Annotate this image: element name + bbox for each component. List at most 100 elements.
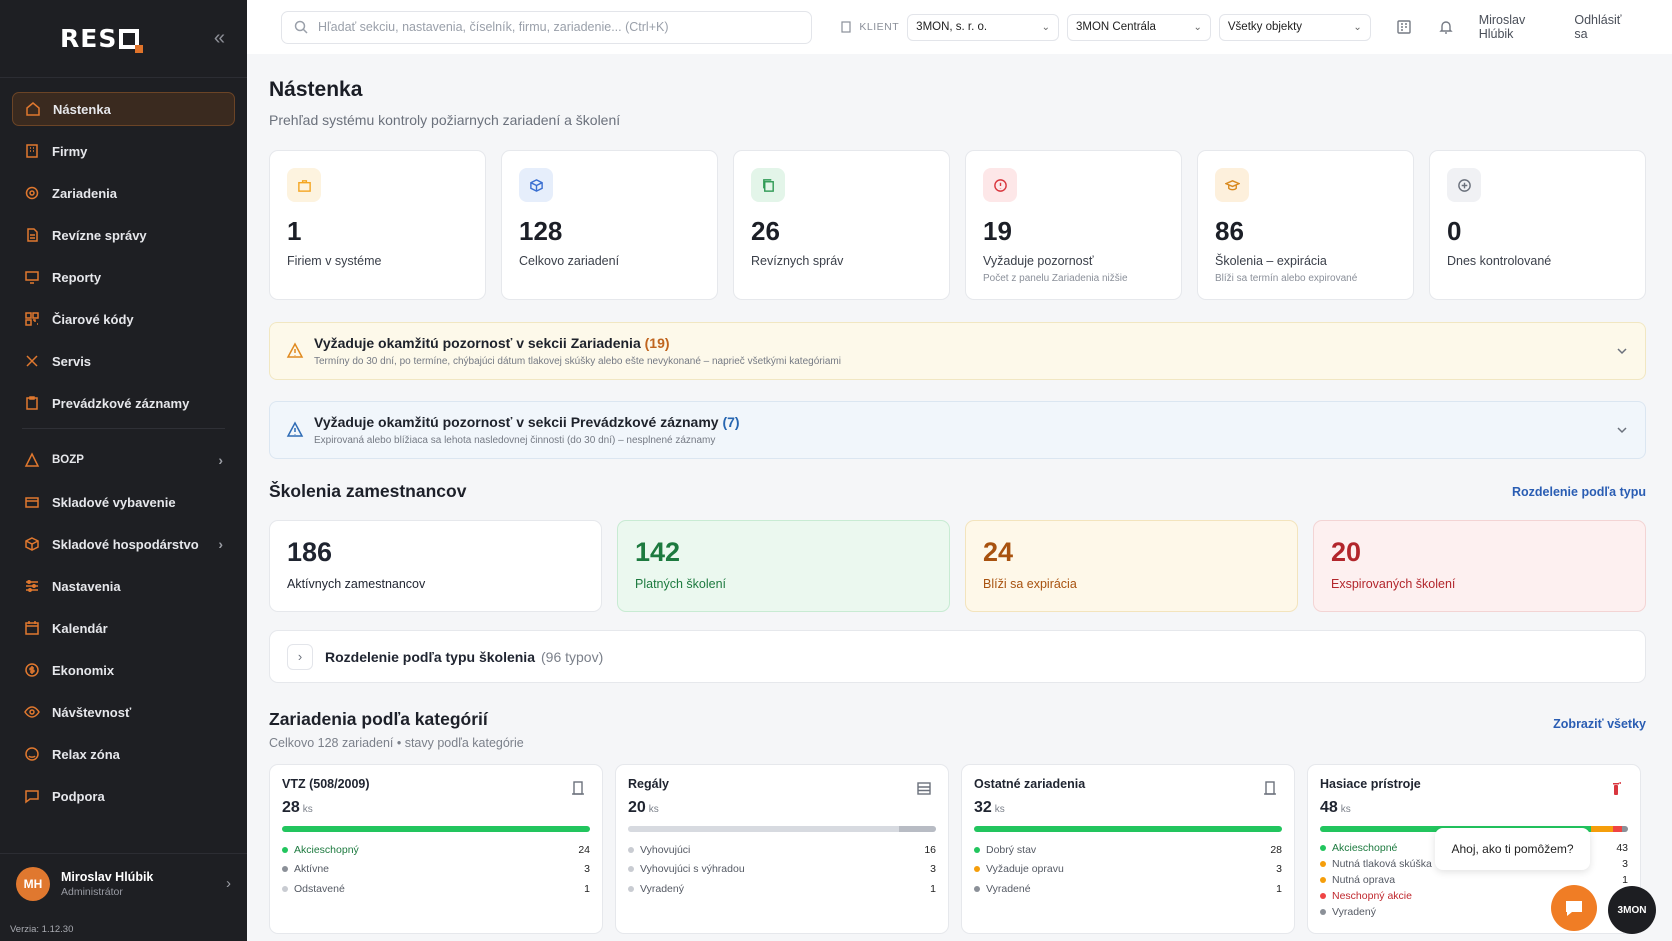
- topbar: Hľadať sekciu, nastavenia, číselník, fir…: [247, 0, 1672, 54]
- door-icon: [572, 781, 584, 795]
- status-dot: [628, 866, 634, 873]
- training-value: 24: [983, 537, 1014, 567]
- category-card-regaly[interactable]: Regály 20 ks Vyhovujúci 16 Vyhovujúci s vý…: [615, 764, 949, 934]
- stat-card-reports[interactable]: 26 Revíznych správ: [733, 150, 950, 300]
- bell-icon[interactable]: [1437, 18, 1455, 36]
- stat-value: 1: [287, 216, 302, 246]
- bar-segment: [1612, 826, 1622, 832]
- stat-card-today[interactable]: 0 Dnes kontrolované: [1429, 150, 1646, 300]
- status-value: 3: [1276, 863, 1282, 876]
- section-subtitle: Celkovo 128 zariadení • stavy podľa kate…: [269, 736, 524, 750]
- shelf-icon: [917, 782, 931, 795]
- training-card-expiring[interactable]: 24 Blíži sa expirácia: [965, 520, 1298, 612]
- chevron-right-icon[interactable]: ›: [287, 643, 313, 670]
- training-type-breakdown[interactable]: › Rozdelenie podľa typu školenia (96 typ…: [269, 630, 1646, 683]
- sidebar-item-label: Skladové hospodárstvo: [52, 536, 199, 552]
- client-select[interactable]: 3MON, s. r. o. ⌄: [907, 13, 1060, 41]
- client-select-value: 3MON, s. r. o.: [916, 21, 988, 33]
- sidebar: RES « Nástenka Firmy Zariadenia Revízne …: [0, 0, 247, 941]
- stats-row: 1 Firiem v systéme 128 Celkovo zariadení…: [269, 150, 1646, 300]
- status-value: 3: [1622, 858, 1628, 870]
- training-card-valid[interactable]: 142 Platných školení: [617, 520, 950, 612]
- training-value: 186: [287, 537, 333, 567]
- category-card-ostatne[interactable]: Ostatné zariadenia 32 ks Dobrý stav 28 Vyž…: [961, 764, 1295, 934]
- chat-greeting-bubble[interactable]: Ahoj, ako ti pomôžem?: [1435, 828, 1590, 870]
- sidebar-item-reporty[interactable]: Reporty: [12, 260, 235, 294]
- sidebar-item-skladove-hospodarstvo[interactable]: Skladové hospodárstvo ›: [12, 527, 235, 561]
- status-value: 3: [930, 863, 936, 876]
- sidebar-item-nastenka[interactable]: Nástenka: [12, 92, 235, 126]
- alert-operational-records[interactable]: Vyžaduje okamžitú pozornosť v sekcii Pre…: [269, 401, 1646, 459]
- alert-count: (7): [722, 414, 740, 430]
- status-value: 1: [1276, 882, 1282, 895]
- category-count: 32: [974, 799, 992, 816]
- sidebar-item-podpora[interactable]: Podpora: [12, 779, 235, 813]
- alert-devices[interactable]: Vyžaduje okamžitú pozornosť v sekcii Zar…: [269, 322, 1646, 380]
- category-card-vtz[interactable]: VTZ (508/2009) 28 ks Akcieschopný 24 Aktív…: [269, 764, 603, 934]
- sidebar-item-ciarove-kody[interactable]: Čiarové kódy: [12, 302, 235, 336]
- nav-divider: [22, 428, 225, 429]
- training-card-expired[interactable]: 20 Exspirovaných školení: [1313, 520, 1646, 612]
- logout-link[interactable]: Odhlásiť sa: [1574, 13, 1622, 41]
- stat-card-trainings[interactable]: 86 Školenia – expirácia Blíži sa termín …: [1197, 150, 1414, 300]
- status-label: Vyradený: [640, 882, 684, 895]
- home-icon: [25, 101, 41, 117]
- sidebar-item-prevadzkove-zaznamy[interactable]: Prevádzkové záznamy: [12, 386, 235, 420]
- sidebar-user[interactable]: MH Miroslav Hlúbik Administrátor ›: [0, 853, 247, 913]
- category-rows: Dobrý stav 28 Vyžaduje opravu 3 Vyradené 1: [974, 840, 1282, 899]
- objects-select[interactable]: Všetky objekty ⌄: [1218, 13, 1371, 41]
- building-icon: [841, 21, 852, 33]
- logo[interactable]: RES: [60, 24, 144, 53]
- dollar-icon: [24, 662, 40, 678]
- sidebar-item-nastavenia[interactable]: Nastavenia: [12, 569, 235, 603]
- sidebar-item-revizne-spravy[interactable]: Revízne správy: [12, 218, 235, 252]
- sidebar-item-zariadenia[interactable]: Zariadenia: [12, 176, 235, 210]
- objects-select-value: Všetky objekty: [1227, 21, 1303, 33]
- sidebar-item-firmy[interactable]: Firmy: [12, 134, 235, 168]
- sidebar-item-ekonomix[interactable]: Ekonomix: [12, 653, 235, 687]
- training-breakdown-link[interactable]: Rozdelenie podľa typu: [1512, 484, 1646, 499]
- building-icon: [24, 143, 40, 159]
- status-label: Nutná tlaková skúška: [1332, 858, 1432, 870]
- search-icon: [294, 20, 308, 34]
- alert-description: Termíny do 30 dní, po termíne, chýbajúci…: [314, 356, 841, 367]
- sidebar-item-skladove-vybavenie[interactable]: Skladové vybavenie: [12, 485, 235, 519]
- status-row: Vyhovujúci 16: [628, 840, 936, 860]
- categories-header: Zariadenia podľa kategórií Celkovo 128 z…: [269, 709, 1646, 750]
- chat-button[interactable]: [1551, 885, 1597, 931]
- chevron-down-icon[interactable]: [1615, 344, 1629, 358]
- search-input[interactable]: Hľadať sekciu, nastavenia, číselník, fir…: [281, 10, 813, 44]
- status-row: Vyradený 1: [628, 879, 936, 899]
- training-card-active[interactable]: 186 Aktívnych zamestnancov: [269, 520, 602, 612]
- show-all-link[interactable]: Zobraziť všetky: [1553, 717, 1646, 731]
- status-label: Vyradené: [986, 882, 1031, 895]
- alert-title: Vyžaduje okamžitú pozornosť v sekcii Zar…: [314, 335, 641, 351]
- warning-icon: [286, 342, 304, 358]
- brand-button[interactable]: 3MON: [1608, 886, 1656, 934]
- sidebar-item-label: Prevádzkové záznamy: [52, 395, 190, 411]
- branch-select[interactable]: 3MON Centrála ⌄: [1067, 13, 1211, 41]
- sidebar-item-bozp[interactable]: BOZP ›: [12, 443, 235, 477]
- sidebar-item-relax-zona[interactable]: Relax zóna: [12, 737, 235, 771]
- bar-segment: [899, 826, 936, 832]
- category-count: 28: [282, 799, 300, 816]
- sidebar-item-navstevnost[interactable]: Návštevnosť: [12, 695, 235, 729]
- sidebar-item-kalendar[interactable]: Kalendár: [12, 611, 235, 645]
- status-row: Akcieschopné 43: [1320, 840, 1628, 856]
- category-title: VTZ (508/2009): [282, 777, 370, 791]
- stat-card-firms[interactable]: 1 Firiem v systéme: [269, 150, 486, 300]
- chevron-down-icon[interactable]: [1615, 423, 1629, 437]
- topbar-user-name[interactable]: Miroslav Hlúbik: [1478, 13, 1526, 41]
- sidebar-item-label: Servis: [52, 353, 92, 369]
- status-dot: [1320, 845, 1326, 851]
- status-row: Odstavené 1: [282, 879, 590, 899]
- collapse-sidebar-icon[interactable]: «: [213, 27, 225, 49]
- status-value: 24: [578, 843, 590, 856]
- stat-card-attention[interactable]: 19 Vyžaduje pozornosť Počet z panelu Zar…: [965, 150, 1182, 300]
- sidebar-item-servis[interactable]: Servis: [12, 344, 235, 378]
- stat-card-devices[interactable]: 128 Celkovo zariadení: [501, 150, 718, 300]
- calendar-grid-icon[interactable]: [1395, 18, 1413, 36]
- sidebar-item-label: Reporty: [52, 269, 102, 285]
- plus-circle-icon: [1447, 168, 1481, 202]
- status-value: 3: [584, 863, 590, 876]
